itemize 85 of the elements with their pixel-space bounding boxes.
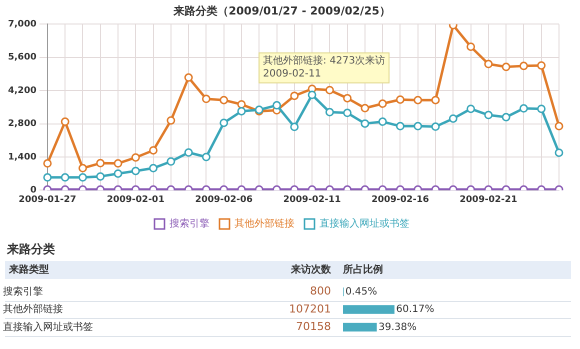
text: 来访次数 [290, 264, 332, 276]
point [502, 112, 510, 122]
point [202, 152, 210, 162]
x-axis-title: 所占比例 [342, 264, 383, 276]
text: 800 [310, 284, 331, 298]
point [184, 73, 193, 82]
point [360, 119, 370, 128]
point [537, 61, 546, 70]
point [96, 158, 105, 168]
x-tick-label: 2009-02-16 [371, 194, 430, 205]
point [484, 60, 493, 68]
point [96, 172, 105, 181]
point [448, 114, 458, 123]
data-label: 60.17% [396, 304, 434, 316]
point [43, 173, 52, 182]
point [43, 159, 52, 168]
text: 来路分类 [6, 241, 56, 258]
chart-title: 来路分类（2009/01/27 - 2009/02/25） [172, 4, 390, 18]
point [237, 100, 246, 109]
point [466, 104, 476, 114]
y-tick-label: 其他外部链接 [3, 303, 63, 316]
text: 107201 [289, 302, 331, 316]
legend-label: 直接输入网址或书签 [320, 218, 410, 230]
point [378, 117, 387, 126]
annotation: 其他外部链接: 4273次来访 2009-02-11 [263, 54, 386, 80]
x-tick-label: 2009-02-21 [460, 194, 518, 205]
y-tick-label: 2,800 [8, 119, 36, 130]
point [78, 173, 87, 182]
point [131, 166, 140, 176]
x-tick-label: 2009-02-06 [195, 194, 253, 205]
point [360, 104, 370, 112]
point [466, 42, 476, 51]
y-tick-label: 7,000 [8, 20, 36, 30]
point [325, 108, 334, 116]
point [431, 122, 440, 131]
point [220, 118, 228, 128]
point [325, 86, 334, 94]
point [343, 108, 352, 118]
point [78, 164, 87, 172]
point [554, 148, 564, 157]
point [202, 94, 210, 104]
y-tick-label: 搜索引擎 [3, 285, 43, 298]
point [502, 62, 510, 72]
text: 70158 [296, 320, 331, 334]
point [308, 90, 316, 100]
y-tick-label: 4,200 [8, 86, 36, 96]
point [149, 164, 158, 172]
point [166, 116, 176, 125]
point [519, 62, 528, 70]
y-axis-title: 来路类型 [8, 264, 49, 276]
point [414, 96, 422, 104]
point [396, 122, 404, 130]
point [484, 110, 493, 120]
y-tick-label: 1,400 [8, 152, 36, 162]
point [343, 94, 352, 102]
point [396, 95, 404, 104]
y-tick-label: 5,600 [8, 52, 36, 63]
x-tick-label: 2009-02-11 [283, 194, 341, 205]
y-tick-label: 0 [30, 186, 36, 196]
point [237, 106, 246, 116]
point [414, 122, 422, 130]
data-label: 39.38% [378, 322, 417, 333]
point [519, 104, 528, 113]
point [431, 96, 440, 104]
point [60, 117, 70, 126]
point [290, 92, 299, 100]
point [272, 101, 282, 110]
point [554, 122, 564, 130]
point [184, 148, 193, 157]
point [290, 122, 299, 132]
point [149, 146, 158, 155]
point [131, 153, 140, 162]
point [114, 159, 122, 168]
y-tick-label: 直接输入网址或书签 [3, 320, 93, 333]
x-tick-label: 2009-01-27 [18, 194, 76, 205]
x-tick-label: 2009-02-01 [106, 194, 164, 205]
point [60, 173, 70, 182]
point [166, 157, 176, 166]
point [220, 96, 228, 104]
legend-label: 其他外部链接 [234, 218, 294, 230]
legend-label: 搜索引擎 [170, 218, 210, 230]
data-label: 0.45% [345, 286, 378, 298]
point [114, 169, 122, 178]
point [378, 99, 387, 108]
point [537, 104, 546, 114]
